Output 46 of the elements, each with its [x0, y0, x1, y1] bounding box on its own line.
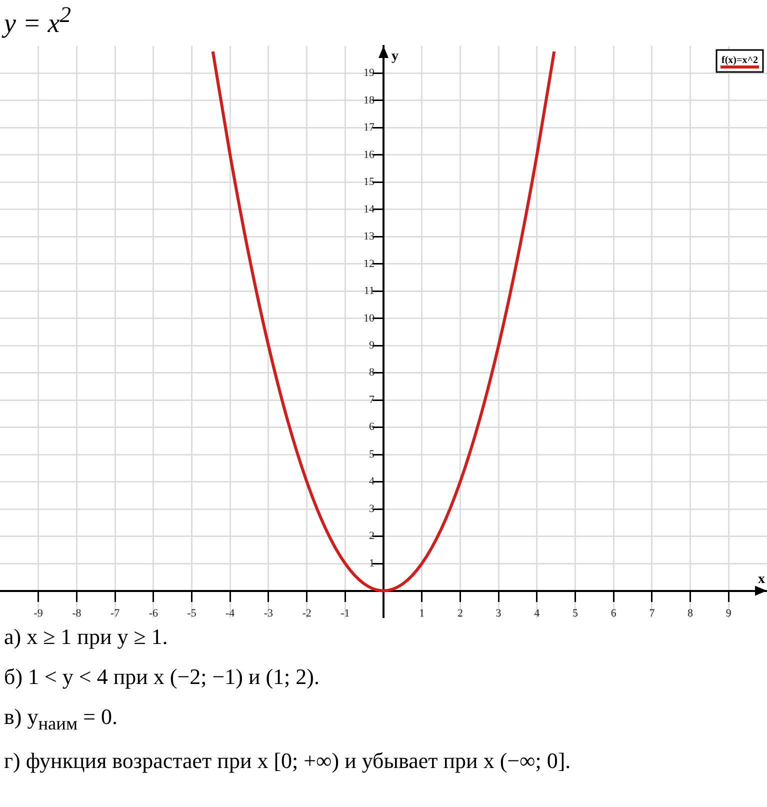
- y-tick-label: 5: [369, 448, 375, 460]
- x-tick-label: -8: [72, 607, 82, 620]
- y-tick-label: 12: [364, 258, 374, 270]
- x-tick-label: 6: [610, 607, 617, 620]
- x-axis-title: x: [758, 572, 765, 587]
- y-tick-label: 13: [364, 230, 375, 243]
- y-tick-label: 16: [364, 148, 375, 161]
- text: а) x ≥ 1 при y ≥ 1.: [4, 624, 169, 650]
- x-tick-label: 9: [726, 607, 732, 620]
- x-tick-label: 8: [688, 607, 694, 620]
- x-tick-label: 5: [572, 607, 578, 620]
- x-tick-label: -1: [340, 607, 350, 620]
- y-tick-label: 19: [364, 67, 375, 80]
- y-tick-label: 3: [369, 502, 375, 515]
- x-tick-label: 3: [496, 607, 502, 620]
- x-tick-label: 1: [419, 607, 425, 620]
- y-tick-label: 15: [364, 176, 375, 188]
- x-tick-label: -4: [226, 607, 236, 620]
- y-tick-label: 9: [369, 340, 375, 352]
- text: f(x)=x^2: [722, 55, 758, 66]
- x-tick-label: 7: [649, 607, 656, 620]
- y-tick-label: 7: [369, 394, 375, 406]
- x-tick-label: -9: [34, 607, 44, 620]
- text: г) функция возрастает при x [0; +∞) и убывает при x (−∞; 0].: [4, 748, 572, 774]
- y-tick-label: 4: [369, 476, 375, 488]
- y-tick-label: 1: [369, 557, 374, 570]
- x-tick-label: 2: [457, 607, 463, 620]
- y-tick-label: 2: [369, 530, 374, 542]
- y-axis-title: y: [392, 49, 398, 64]
- text: в) y$_{наим}$ = 0.: [4, 704, 118, 734]
- x-tick-label: -3: [264, 607, 274, 620]
- x-tick-label: -2: [302, 607, 312, 620]
- x-tick-label: -5: [187, 607, 197, 620]
- text: б) 1 < y < 4 при x (−2; −1) и (1; 2).: [4, 664, 320, 690]
- y-tick-label: 6: [369, 421, 375, 434]
- y-tick-label: 8: [369, 366, 375, 379]
- line-series: [211, 50, 556, 592]
- x-tick-label: -7: [110, 607, 120, 620]
- chart-title: y = x$^{2}$: [0, 1, 72, 38]
- x-tick-label: -6: [148, 607, 158, 620]
- y-tick-label: 11: [364, 285, 374, 298]
- x-tick-label: 4: [534, 607, 540, 620]
- y-tick-label: 14: [364, 203, 375, 216]
- y-tick-label: 17: [364, 122, 375, 134]
- y-tick-label: 18: [364, 94, 375, 106]
- y-tick-label: 10: [364, 312, 375, 324]
